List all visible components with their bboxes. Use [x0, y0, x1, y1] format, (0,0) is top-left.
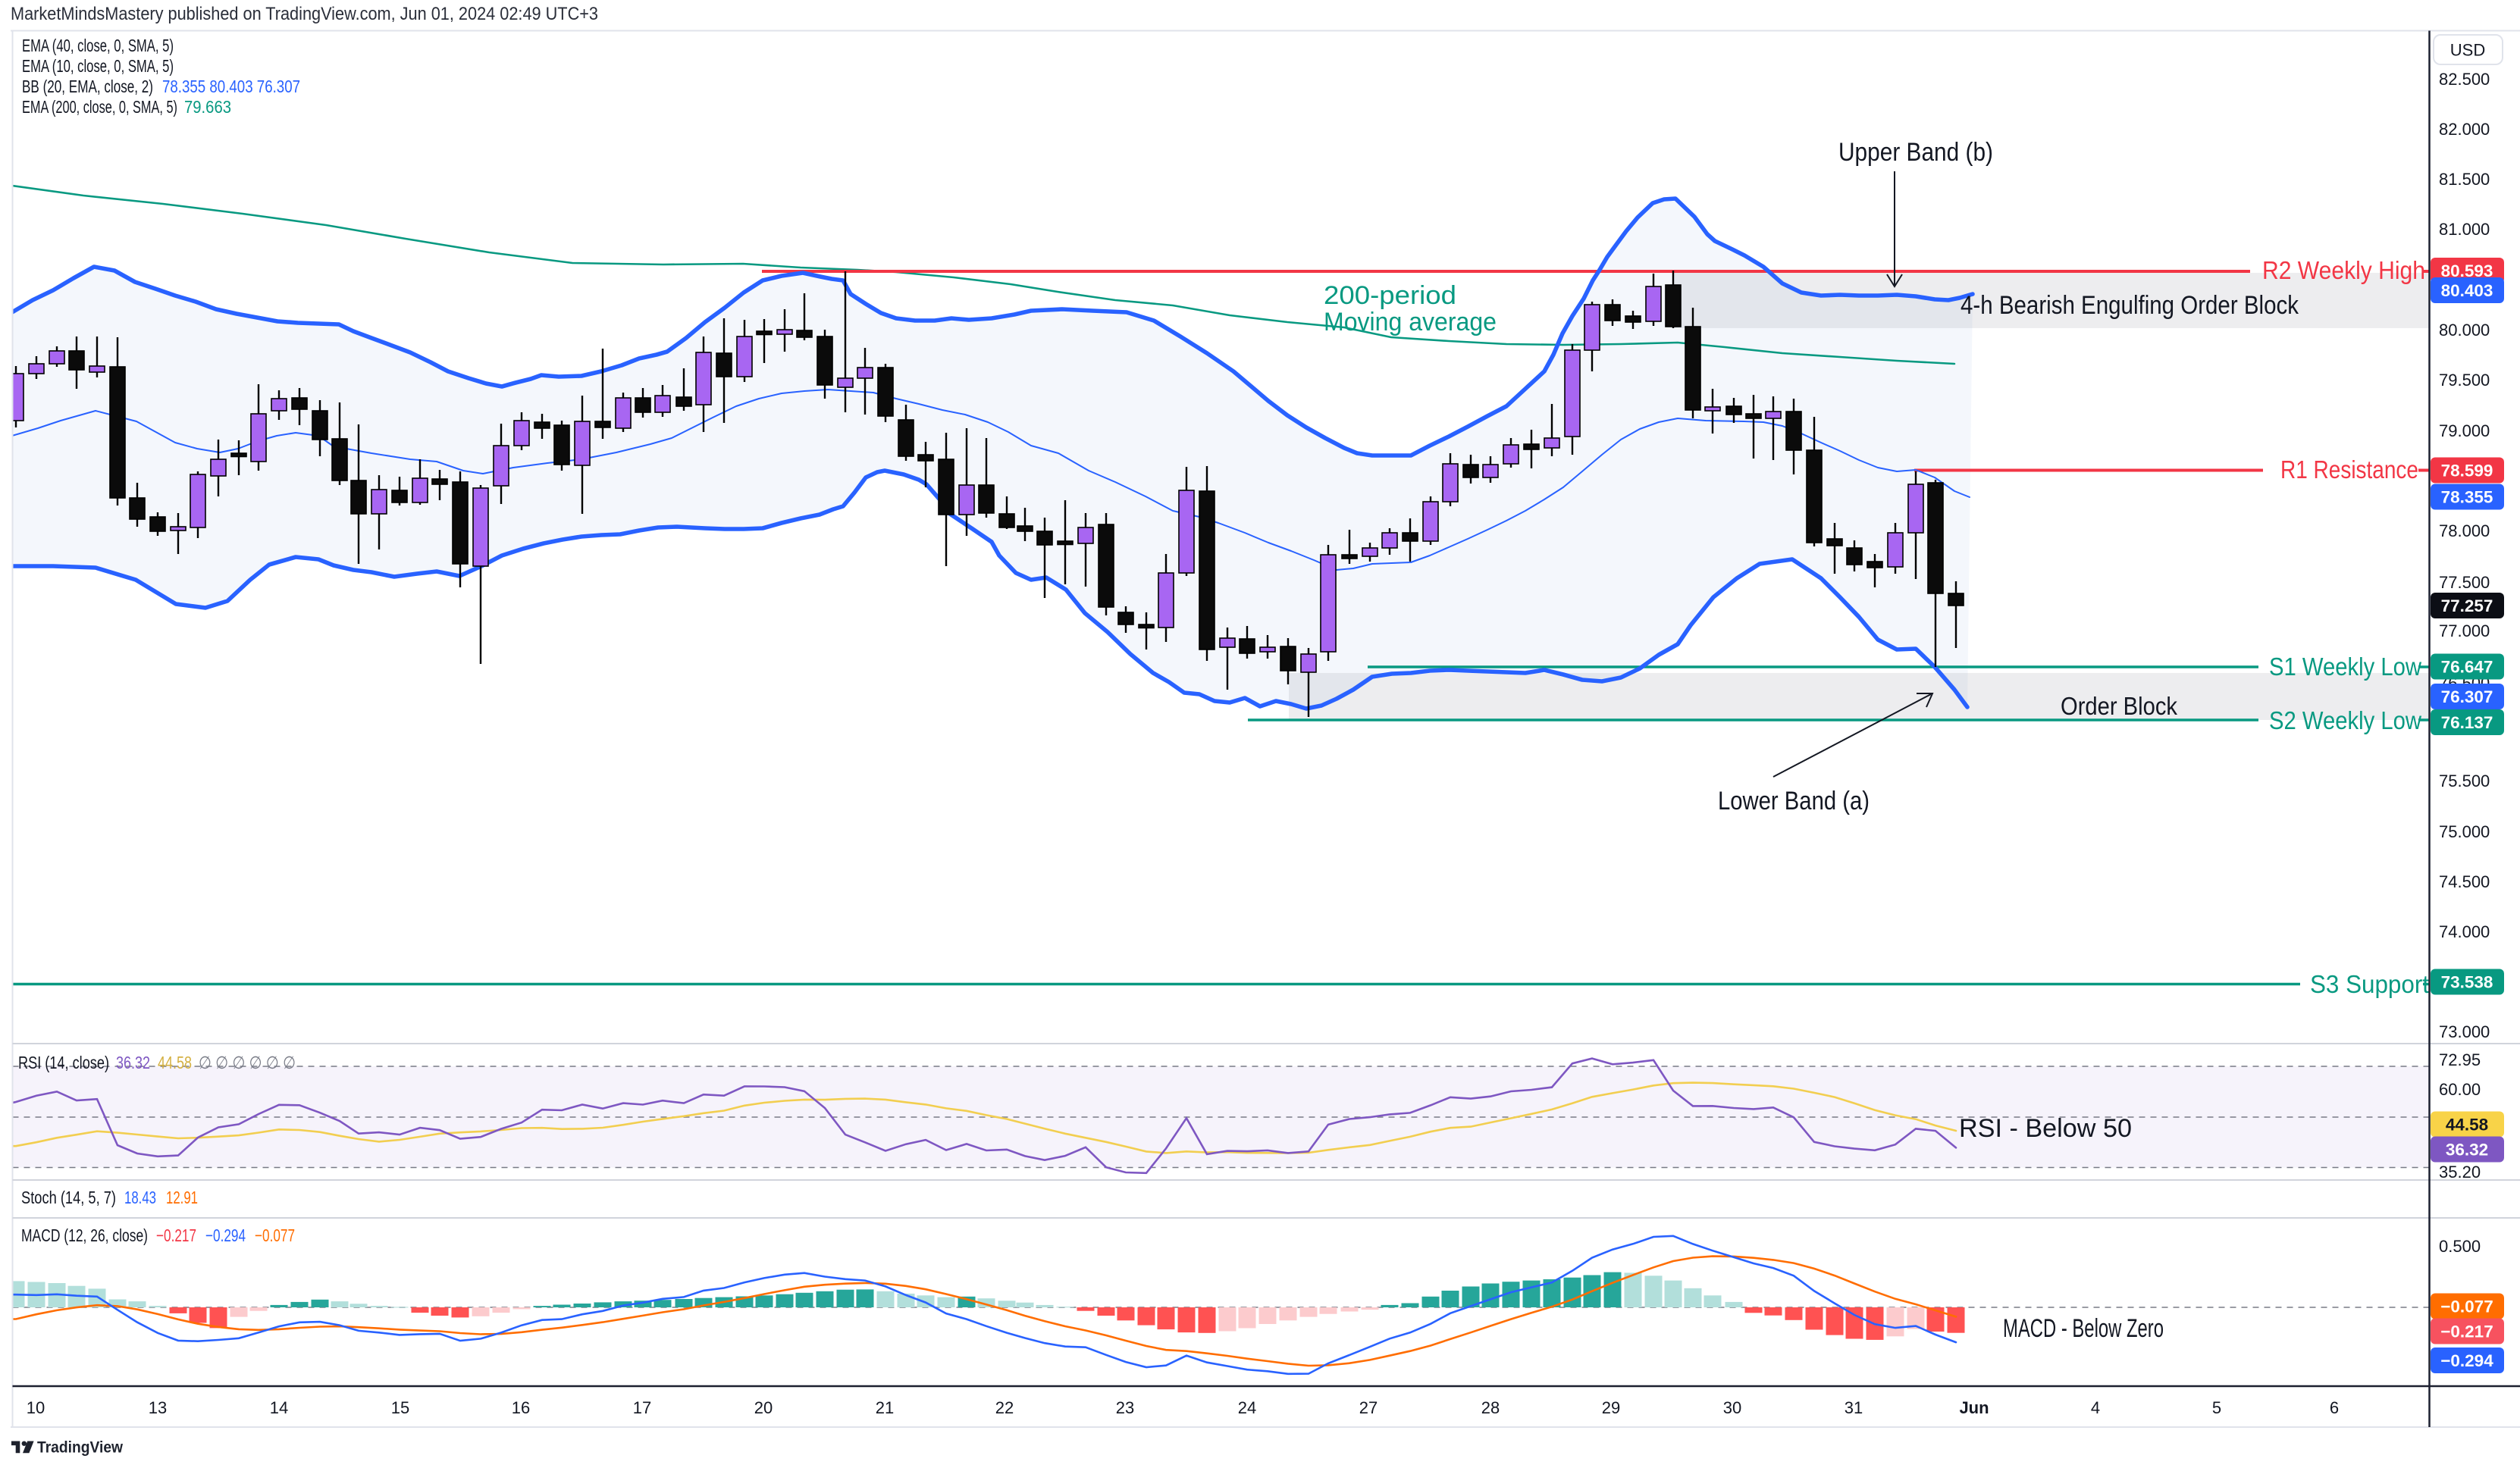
svg-text:78.000: 78.000 — [2439, 521, 2490, 540]
svg-text:Upper Band (b): Upper Band (b) — [1838, 138, 1993, 167]
svg-text:75.500: 75.500 — [2439, 772, 2490, 790]
svg-text:35.20: 35.20 — [2439, 1163, 2481, 1182]
svg-text:77.500: 77.500 — [2439, 573, 2490, 592]
svg-text:S3 Support: S3 Support — [2310, 970, 2429, 998]
svg-text:RSI - Below 50: RSI - Below 50 — [1959, 1114, 2132, 1143]
svg-text:16: 16 — [512, 1398, 530, 1417]
svg-text:−0.077: −0.077 — [255, 1225, 295, 1245]
svg-text:79.500: 79.500 — [2439, 371, 2490, 390]
svg-text:4: 4 — [2091, 1398, 2100, 1417]
svg-text:6: 6 — [2330, 1398, 2339, 1417]
svg-text:17: 17 — [633, 1398, 651, 1417]
svg-text:79.663: 79.663 — [184, 97, 231, 117]
svg-text:BB (20, EMA, close, 2): BB (20, EMA, close, 2) — [22, 77, 153, 96]
svg-text:80.593: 80.593 — [2441, 261, 2493, 280]
svg-text:200-period: 200-period — [1324, 281, 1456, 310]
svg-text:R1 Resistance: R1 Resistance — [2280, 455, 2418, 484]
svg-text:13: 13 — [149, 1398, 167, 1417]
svg-text:EMA (40, close, 0, SMA, 5): EMA (40, close, 0, SMA, 5) — [22, 36, 174, 55]
svg-text:−0.217: −0.217 — [2440, 1322, 2493, 1341]
svg-text:RSI (14, close): RSI (14, close) — [18, 1053, 109, 1072]
svg-text:31: 31 — [1845, 1398, 1863, 1417]
svg-text:−0.294: −0.294 — [205, 1225, 246, 1245]
svg-text:73.538: 73.538 — [2441, 973, 2493, 992]
svg-text:60.00: 60.00 — [2439, 1080, 2481, 1099]
svg-text:44.58: 44.58 — [2446, 1116, 2488, 1135]
svg-text:4-h Bearish Engulfing Order Bl: 4-h Bearish Engulfing Order Block — [1961, 291, 2299, 320]
svg-text:18.43: 18.43 — [124, 1188, 156, 1207]
svg-text:24: 24 — [1238, 1398, 1256, 1417]
svg-text:12.91: 12.91 — [166, 1188, 198, 1207]
svg-text:81.000: 81.000 — [2439, 220, 2490, 239]
svg-text:S2 Weekly Low: S2 Weekly Low — [2269, 706, 2421, 734]
svg-text:5: 5 — [2212, 1398, 2221, 1417]
svg-text:14: 14 — [270, 1398, 288, 1417]
svg-text:77.257: 77.257 — [2441, 596, 2493, 615]
svg-text:23: 23 — [1116, 1398, 1134, 1417]
svg-text:78.599: 78.599 — [2441, 462, 2493, 480]
svg-text:76.307: 76.307 — [2441, 687, 2493, 706]
svg-text:S1 Weekly Low: S1 Weekly Low — [2269, 653, 2421, 681]
svg-text:Order Block: Order Block — [2061, 692, 2177, 720]
svg-text:−0.217: −0.217 — [156, 1225, 196, 1245]
svg-text:36.32: 36.32 — [2446, 1141, 2488, 1160]
svg-text:0.500: 0.500 — [2439, 1237, 2481, 1256]
svg-text:76.137: 76.137 — [2441, 713, 2493, 732]
svg-text:Moving average: Moving average — [1324, 308, 1497, 336]
svg-text:Jun: Jun — [1959, 1398, 1989, 1417]
svg-text:MACD - Below Zero: MACD - Below Zero — [2003, 1314, 2164, 1343]
svg-text:30: 30 — [1723, 1398, 1741, 1417]
svg-text:R2 Weekly High: R2 Weekly High — [2262, 256, 2425, 284]
svg-text:∅ ∅ ∅ ∅ ∅ ∅: ∅ ∅ ∅ ∅ ∅ ∅ — [199, 1053, 296, 1072]
svg-text:Stoch (14, 5, 7): Stoch (14, 5, 7) — [21, 1188, 116, 1207]
svg-text:82.000: 82.000 — [2439, 120, 2490, 139]
svg-text:76.647: 76.647 — [2441, 658, 2493, 677]
svg-text:29: 29 — [1602, 1398, 1620, 1417]
svg-text:81.500: 81.500 — [2439, 170, 2490, 189]
svg-text:75.000: 75.000 — [2439, 822, 2490, 841]
svg-text:10: 10 — [27, 1398, 45, 1417]
svg-text:74.000: 74.000 — [2439, 922, 2490, 941]
svg-text:EMA (10, close, 0, SMA, 5): EMA (10, close, 0, SMA, 5) — [22, 56, 174, 76]
svg-text:TradingView: TradingView — [37, 1439, 124, 1457]
svg-text:79.000: 79.000 — [2439, 421, 2490, 440]
svg-text:74.500: 74.500 — [2439, 872, 2490, 891]
svg-text:−0.077: −0.077 — [2440, 1297, 2493, 1316]
svg-text:21: 21 — [876, 1398, 894, 1417]
svg-text:27: 27 — [1359, 1398, 1378, 1417]
svg-text:78.355 80.403 76.307: 78.355 80.403 76.307 — [162, 77, 300, 96]
svg-text:Lower Band (a): Lower Band (a) — [1718, 787, 1870, 815]
svg-text:EMA (200, close, 0, SMA, 5): EMA (200, close, 0, SMA, 5) — [22, 97, 177, 117]
svg-text:77.000: 77.000 — [2439, 621, 2490, 640]
svg-text:−0.294: −0.294 — [2440, 1351, 2493, 1370]
svg-text:20: 20 — [754, 1398, 773, 1417]
svg-text:82.500: 82.500 — [2439, 70, 2490, 89]
svg-text:72.95: 72.95 — [2439, 1050, 2481, 1069]
svg-text:MACD (12, 26, close): MACD (12, 26, close) — [21, 1225, 148, 1245]
svg-text:80.403: 80.403 — [2441, 281, 2493, 300]
svg-text:80.000: 80.000 — [2439, 321, 2490, 340]
svg-text:73.000: 73.000 — [2439, 1022, 2490, 1041]
svg-text:44.58: 44.58 — [158, 1053, 192, 1072]
svg-text:36.32: 36.32 — [116, 1053, 150, 1072]
svg-text:USD: USD — [2450, 41, 2485, 60]
svg-text:28: 28 — [1481, 1398, 1500, 1417]
svg-text:MarketMindsMastery published o: MarketMindsMastery published on TradingV… — [11, 4, 598, 24]
svg-text:78.355: 78.355 — [2441, 488, 2493, 507]
svg-text:15: 15 — [391, 1398, 409, 1417]
svg-text:22: 22 — [995, 1398, 1014, 1417]
